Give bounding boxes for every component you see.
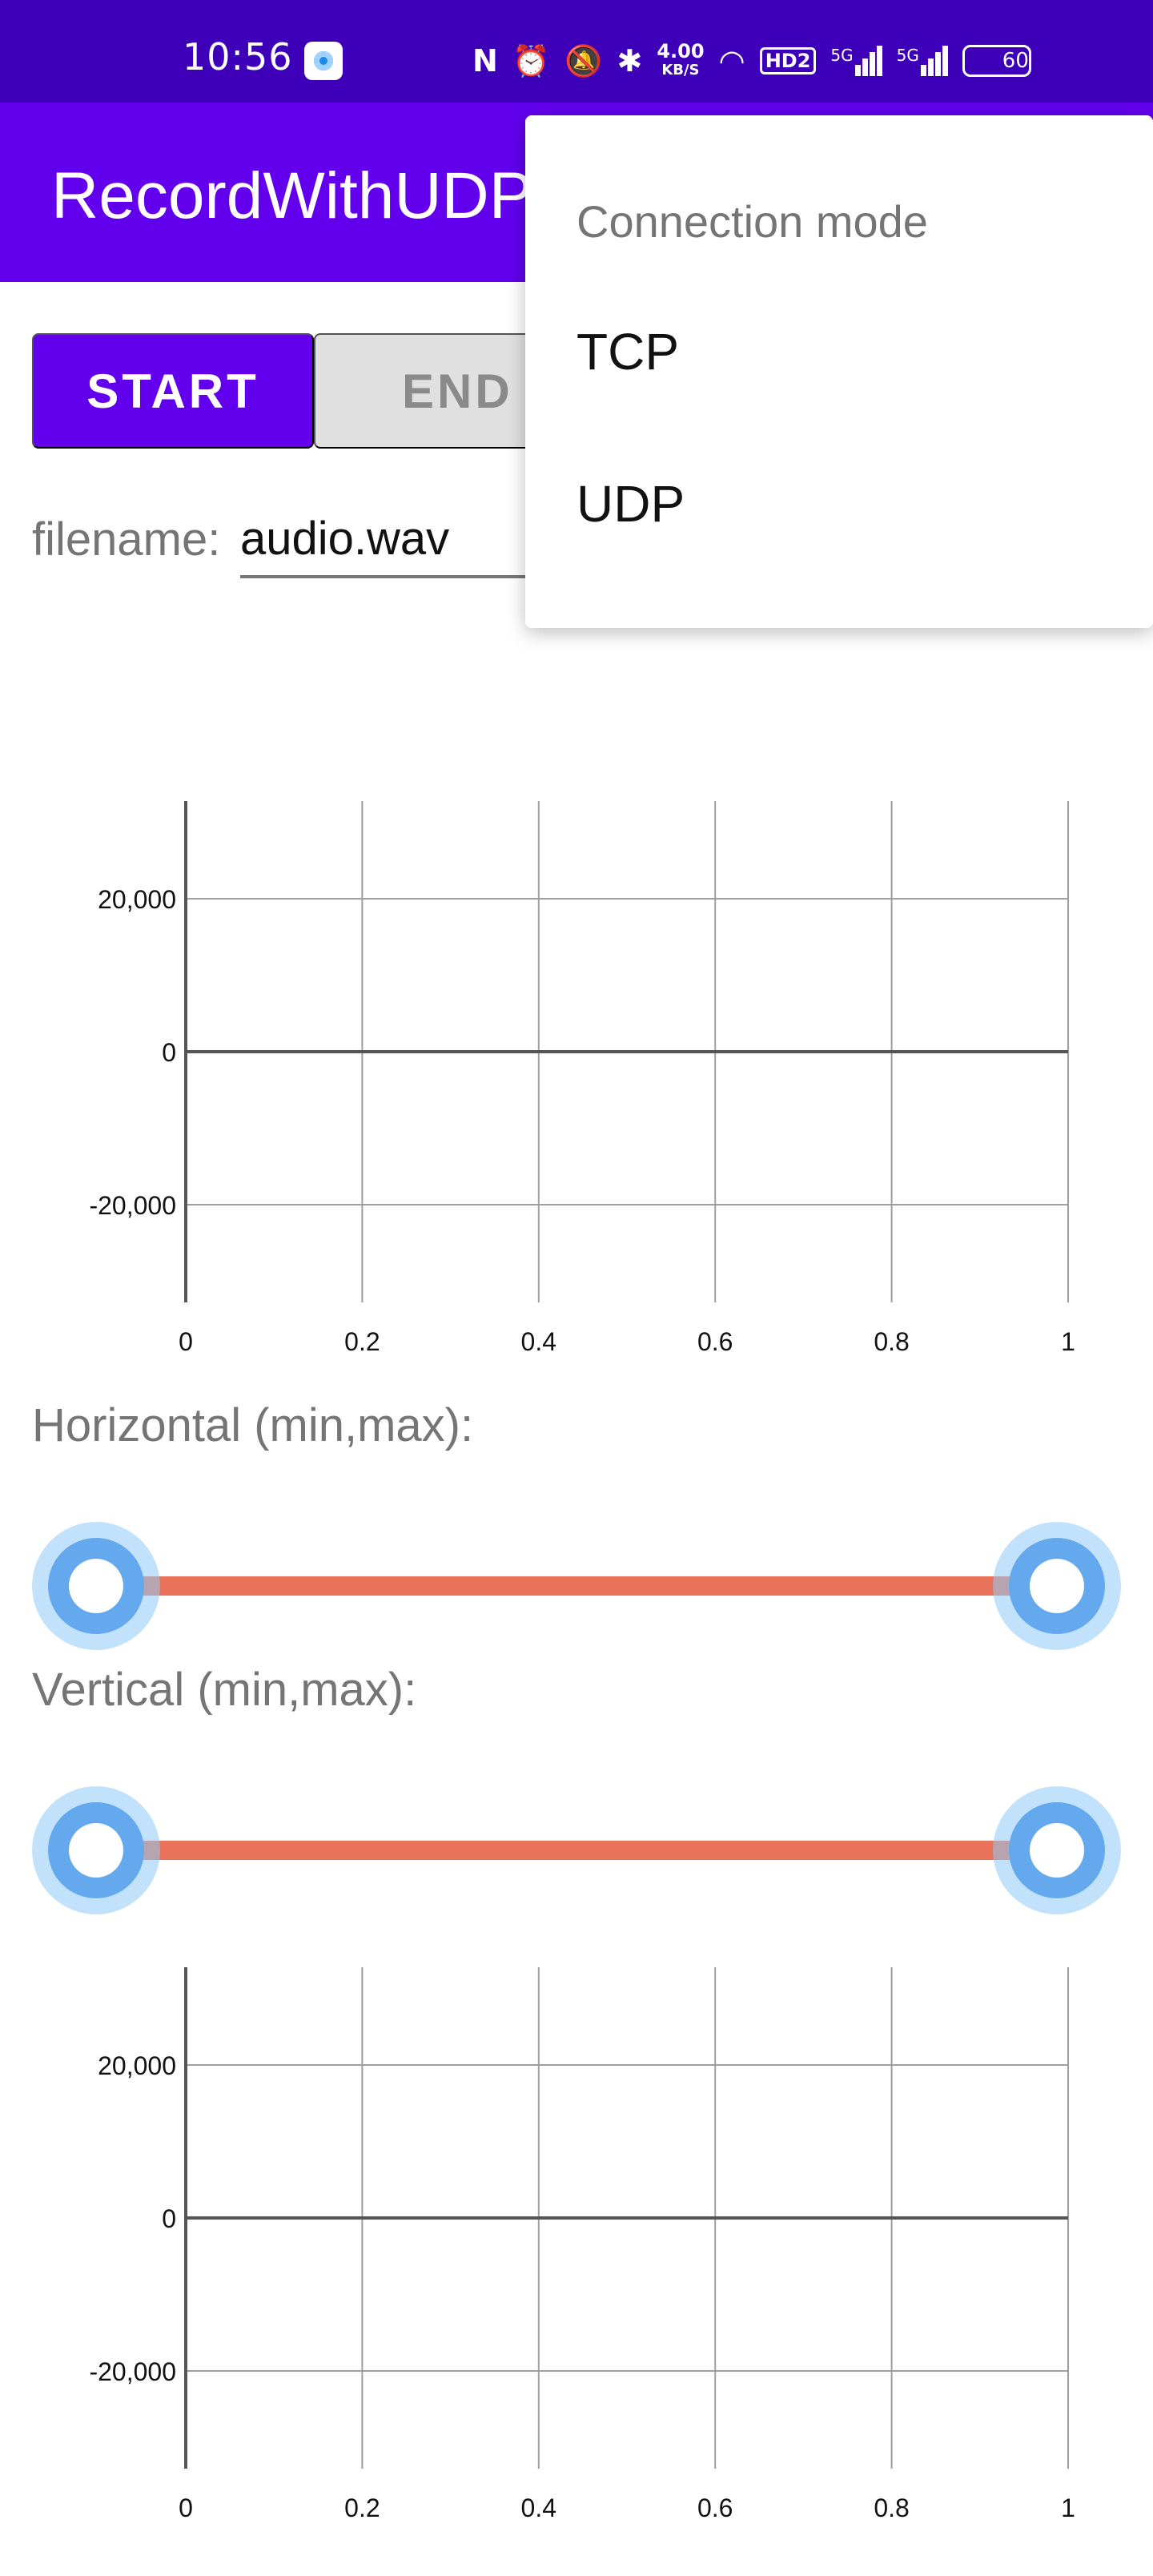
x-tick-label: 0.2	[344, 1327, 380, 1356]
network-speed-value: 4.00	[657, 42, 704, 61]
x-tick-label: 0.8	[874, 2493, 909, 2522]
x-tick-label: 0.6	[697, 2493, 733, 2522]
menu-item-tcp[interactable]: TCP	[525, 276, 1153, 428]
horizontal-slider-label: Horizontal (min,max):	[32, 1399, 473, 1452]
vertical-slider-max-thumb[interactable]	[993, 1786, 1121, 1914]
alarm-icon: ⏰	[512, 43, 550, 79]
connection-mode-menu: Connection mode TCP UDP	[525, 115, 1153, 628]
signal-label-1: 5G	[830, 46, 853, 65]
y-tick-label: 20,000	[98, 2051, 176, 2080]
x-tick-label: 0.2	[344, 2493, 380, 2522]
x-tick-label: 0	[179, 2493, 193, 2522]
menu-header: Connection mode	[576, 195, 928, 248]
y-tick-label: 0	[162, 2204, 176, 2233]
waveform-chart-top-svg: 0 0.2 0.4 0.6 0.8 1 20,000 0 -20,000	[0, 785, 1153, 1362]
horizontal-slider-min-thumb[interactable]	[32, 1522, 160, 1650]
x-tick-label: 0	[179, 1327, 193, 1356]
battery-level: 60	[1002, 49, 1029, 73]
horizontal-slider-track	[96, 1576, 1057, 1596]
mute-icon: 🔕	[564, 43, 602, 79]
x-tick-label: 0.6	[697, 1327, 733, 1356]
end-button[interactable]: END	[314, 333, 538, 449]
y-tick-label: 20,000	[98, 885, 176, 914]
vertical-slider-track	[96, 1841, 1057, 1860]
status-time: 10:56	[183, 35, 293, 78]
wifi-icon: ◠	[719, 43, 745, 78]
horizontal-slider-max-thumb[interactable]	[993, 1522, 1121, 1650]
network-speed: 4.00 KB/S	[657, 42, 704, 80]
battery-icon: 60	[962, 45, 1031, 77]
waveform-chart-bottom: 0 0.2 0.4 0.6 0.8 1 20,000 0 -20,000	[0, 1951, 1153, 2528]
y-tick-label: -20,000	[89, 2357, 176, 2386]
waveform-chart-bottom-svg: 0 0.2 0.4 0.6 0.8 1 20,000 0 -20,000	[0, 1951, 1153, 2528]
x-tick-label: 1	[1061, 1327, 1075, 1356]
filename-input[interactable]	[240, 501, 544, 578]
vertical-range-slider[interactable]	[0, 1770, 1153, 1930]
notification-app-icon	[304, 42, 343, 80]
status-icons: N ⏰ 🔕 ✱ 4.00 KB/S ◠ HD2 5G 5G 60	[472, 37, 1031, 85]
y-tick-label: -20,000	[89, 1191, 176, 1220]
signal-icon-2: 5G	[897, 46, 948, 76]
vertical-slider-label: Vertical (min,max):	[32, 1663, 416, 1717]
x-tick-label: 0.8	[874, 1327, 909, 1356]
bluetooth-icon: ✱	[617, 43, 642, 78]
app-title: RecordWithUDP	[51, 159, 532, 234]
vertical-slider-min-thumb[interactable]	[32, 1786, 160, 1914]
x-tick-label: 0.4	[521, 1327, 556, 1356]
signal-icon-1: 5G	[830, 46, 882, 76]
menu-item-udp[interactable]: UDP	[525, 428, 1153, 580]
waveform-chart-top: 0 0.2 0.4 0.6 0.8 1 20,000 0 -20,000	[0, 785, 1153, 1362]
network-speed-unit: KB/S	[657, 61, 704, 80]
status-bar: 10:56 N ⏰ 🔕 ✱ 4.00 KB/S ◠ HD2 5G 5G 60	[0, 0, 1153, 103]
start-button[interactable]: START	[32, 333, 314, 449]
signal-label-2: 5G	[897, 46, 919, 65]
horizontal-range-slider[interactable]	[0, 1506, 1153, 1666]
x-tick-label: 0.4	[521, 2493, 556, 2522]
y-tick-label: 0	[162, 1038, 176, 1067]
nfc-icon: N	[472, 43, 498, 78]
x-tick-label: 1	[1061, 2493, 1075, 2522]
hd-badge: HD2	[760, 47, 817, 74]
filename-label: filename:	[32, 513, 220, 566]
